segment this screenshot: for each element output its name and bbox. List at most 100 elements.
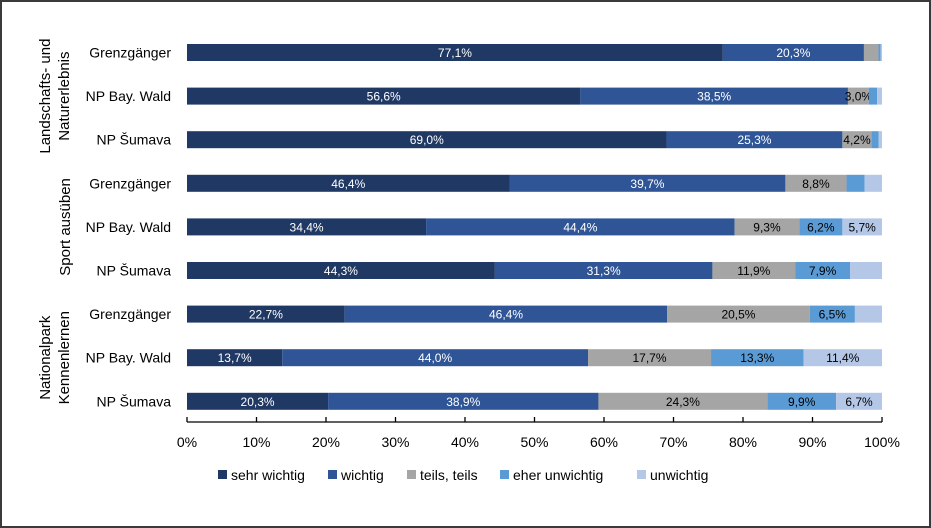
bar-segment — [850, 262, 882, 279]
group-labels: Landschafts- und Naturerlebnis Sport ausüb… — [37, 39, 74, 405]
data-label: 17,7% — [633, 351, 667, 365]
data-label: 3,0% — [845, 90, 873, 104]
bar-segment — [871, 131, 879, 149]
legend-label: unwichtig — [650, 467, 708, 483]
bar-segment — [344, 305, 668, 323]
data-label: 6,7% — [845, 395, 873, 409]
bar-segment — [712, 262, 796, 279]
bar-segment — [187, 87, 581, 105]
bar-segment — [666, 131, 843, 149]
x-axis: 0% 10% 20% 30% 40% 50% 60% 70% 80% 90% 100% — [177, 417, 900, 450]
bar-segment — [282, 349, 589, 367]
bar-segment — [868, 87, 878, 105]
bar-segment — [864, 174, 882, 192]
data-label: 77,1% — [438, 46, 472, 60]
legend-swatch — [218, 470, 227, 479]
bar-segment — [509, 174, 786, 192]
data-label: 13,7% — [218, 351, 252, 365]
legend: sehr wichtig wichtig teils, teils eher unwi… — [218, 467, 708, 483]
bar-segment — [722, 44, 864, 61]
category-label: Grenzgänger — [89, 175, 171, 191]
bar-segment — [598, 392, 768, 410]
legend-swatch — [500, 470, 509, 479]
bars-layer: 77,1% 20,3% 56,6% 38,5% 3,0% 69,0% 25,3% 4,2% 46… — [187, 44, 882, 410]
x-tick-label: 70% — [659, 434, 687, 450]
bar-segment — [842, 218, 882, 236]
x-tick-label: 10% — [242, 434, 270, 450]
data-label: 5,7% — [849, 220, 877, 234]
bar-segment — [187, 349, 283, 367]
bar-segment — [854, 305, 882, 323]
bar-segment — [842, 131, 872, 149]
data-label: 6,2% — [807, 220, 835, 234]
category-label: Grenzgänger — [89, 45, 171, 61]
data-label: 13,3% — [740, 351, 774, 365]
bar-segment — [187, 44, 723, 61]
bar-segment — [785, 174, 847, 192]
legend-label: sehr wichtig — [231, 467, 305, 483]
bar-segment — [187, 218, 427, 236]
data-label: 7,9% — [809, 264, 837, 278]
bar-segment — [878, 44, 881, 61]
data-label: 56,6% — [367, 90, 401, 104]
data-label: 8,8% — [802, 177, 830, 191]
x-tick-label: 60% — [590, 434, 618, 450]
data-label: 25,3% — [737, 133, 771, 147]
data-label: 20,5% — [721, 308, 755, 322]
data-label: 69,0% — [410, 133, 444, 147]
category-label: Grenzgänger — [89, 306, 171, 322]
category-labels: Grenzgänger NP Bay. Wald NP Šumava Grenzgän… — [86, 45, 172, 410]
x-tick-label: 80% — [729, 434, 757, 450]
legend-label: teils, teils — [420, 467, 478, 483]
bar-segment — [187, 131, 667, 149]
bar-segment — [187, 174, 510, 192]
group-label: Sport ausüben — [57, 178, 74, 276]
data-label: 11,4% — [826, 351, 859, 365]
bar-segment — [494, 262, 713, 279]
category-label: NP Šumava — [97, 263, 172, 279]
x-tick-label: 0% — [177, 434, 197, 450]
bar-segment — [734, 218, 800, 236]
bar-segment — [580, 87, 848, 105]
bar-segment — [846, 174, 865, 192]
x-tick-label: 50% — [520, 434, 548, 450]
data-label: 38,5% — [697, 90, 731, 104]
data-label: 24,3% — [666, 395, 700, 409]
x-tick-label: 40% — [451, 434, 479, 450]
bar-segment — [863, 44, 879, 61]
bar-segment — [803, 349, 882, 367]
group-label: Landschafts- und — [37, 39, 54, 154]
category-label: NP Bay. Wald — [86, 219, 171, 235]
bar-segment — [836, 392, 882, 410]
x-tick-label: 20% — [312, 434, 340, 450]
data-label: 9,3% — [753, 220, 781, 234]
bar-segment — [426, 218, 735, 236]
data-label: 11,9% — [737, 264, 770, 278]
legend-swatch — [637, 470, 646, 479]
data-label: 44,3% — [324, 264, 358, 278]
legend-label: wichtig — [340, 467, 384, 483]
data-label: 6,5% — [819, 308, 847, 322]
category-label: NP Bay. Wald — [86, 88, 171, 104]
data-label: 34,4% — [290, 220, 324, 234]
category-label: NP Šumava — [97, 132, 172, 148]
bar-segment — [187, 392, 329, 410]
x-tick-label: 100% — [864, 434, 900, 450]
legend-swatch — [328, 470, 337, 479]
bar-segment — [588, 349, 712, 367]
data-label: 39,7% — [630, 177, 664, 191]
data-label: 46,4% — [331, 177, 365, 191]
legend-label: eher unwichtig — [513, 467, 603, 483]
bar-segment — [187, 262, 495, 279]
bar-segment — [799, 218, 843, 236]
data-label: 22,7% — [249, 308, 283, 322]
bar-segment — [328, 392, 599, 410]
data-label: 44,4% — [563, 220, 597, 234]
bar-segment — [767, 392, 837, 410]
category-label: NP Bay. Wald — [86, 350, 171, 366]
bar-segment — [809, 305, 855, 323]
bar-segment — [667, 305, 810, 323]
group-label: Kennenlernen — [56, 311, 73, 404]
data-label: 46,4% — [489, 308, 523, 322]
